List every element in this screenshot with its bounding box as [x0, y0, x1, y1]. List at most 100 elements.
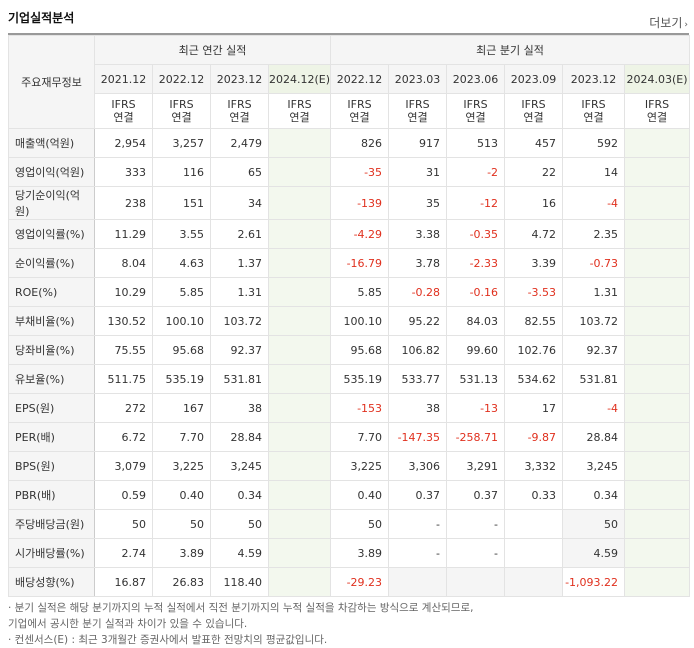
- table-cell: 95.68: [152, 335, 211, 365]
- table-cell: 6.72: [94, 422, 153, 452]
- table-cell: 0.59: [94, 480, 153, 510]
- table-cell: [624, 128, 691, 158]
- table-cell: 16: [504, 186, 564, 220]
- notes: · 분기 실적은 해당 분기까지의 누적 실적에서 직전 분기까지의 누적 실적…: [8, 600, 473, 648]
- table-cell: -4: [562, 186, 626, 220]
- table-cell: [267, 277, 332, 307]
- section-title: 기업실적분석: [8, 11, 75, 25]
- table-cell: -147.35: [388, 422, 448, 452]
- table-cell: 3,245: [562, 451, 626, 481]
- more-link[interactable]: 더보기 ›: [649, 14, 688, 31]
- table-row: EPS(원) 272 167 38 -153 38 -13 17 -4: [8, 393, 691, 423]
- table-cell: 1.37: [210, 248, 269, 278]
- period-header: 2024.12(E): [267, 64, 332, 94]
- table-cell: [267, 480, 332, 510]
- table-row: 영업이익률(%) 11.29 3.55 2.61 -4.29 3.38 -0.35 4.72 2…: [8, 219, 691, 249]
- table-row: 당좌비율(%) 75.55 95.68 92.37 95.68 106.82 99.60 10…: [8, 335, 691, 365]
- table-cell: 22: [504, 157, 564, 187]
- table-cell: [624, 538, 691, 568]
- period-header: 2021.12: [94, 64, 153, 94]
- table-cell: 4.59: [562, 538, 626, 568]
- table-cell: 1.31: [562, 277, 626, 307]
- note-line: 기업에서 공시한 분기 실적과 차이가 있을 수 있습니다.: [8, 618, 248, 630]
- table-cell: -9.87: [504, 422, 564, 452]
- table-cell: 511.75: [94, 364, 153, 394]
- table-cell: 917: [388, 128, 448, 158]
- table-cell: 34: [210, 186, 269, 220]
- table-cell: [267, 538, 332, 568]
- table-cell: 531.13: [446, 364, 506, 394]
- table-cell: 28.84: [562, 422, 626, 452]
- table-cell: -2: [446, 157, 506, 187]
- ifrs-label: IFRS 연결: [94, 93, 153, 129]
- financial-table: 주요재무정보 최근 연간 실적 최근 분기 실적 2021.12 2022.12 2…: [8, 35, 691, 597]
- table-cell: [624, 480, 691, 510]
- table-cell: 99.60: [446, 335, 506, 365]
- table-cell: [624, 157, 691, 187]
- table-cell: [446, 567, 506, 597]
- table-cell: 95.68: [330, 335, 390, 365]
- table-cell: 2.74: [94, 538, 153, 568]
- row-label: EPS(원): [8, 393, 95, 423]
- table-cell: 7.70: [152, 422, 211, 452]
- period-header: 2023.06: [446, 64, 506, 94]
- table-cell: 14: [562, 157, 626, 187]
- table-cell: -4.29: [330, 219, 390, 249]
- quarter-header: 최근 분기 실적: [330, 35, 691, 65]
- table-cell: -13: [446, 393, 506, 423]
- period-header: 2023.12: [210, 64, 269, 94]
- table-cell: 50: [94, 509, 153, 539]
- table-cell: 28.84: [210, 422, 269, 452]
- table-cell: 3.89: [330, 538, 390, 568]
- table-cell: 457: [504, 128, 564, 158]
- table-row: 매출액(억원) 2,954 3,257 2,479 826 917 513 457 592: [8, 128, 691, 158]
- more-label: 더보기: [649, 16, 683, 30]
- table-cell: [624, 219, 691, 249]
- table-cell: 7.70: [330, 422, 390, 452]
- table-cell: 10.29: [94, 277, 153, 307]
- table-cell: [267, 422, 332, 452]
- table-cell: 3,291: [446, 451, 506, 481]
- table-cell: 17: [504, 393, 564, 423]
- table-cell: [624, 393, 691, 423]
- table-cell: 103.72: [210, 306, 269, 336]
- table-cell: 50: [152, 509, 211, 539]
- table-cell: 0.34: [210, 480, 269, 510]
- table-cell: -4: [562, 393, 626, 423]
- table-cell: [624, 451, 691, 481]
- table-cell: 531.81: [210, 364, 269, 394]
- table-cell: -: [446, 538, 506, 568]
- table-cell: [267, 567, 332, 597]
- table-cell: -: [388, 538, 448, 568]
- table-cell: [267, 451, 332, 481]
- table-cell: 5.85: [330, 277, 390, 307]
- table-cell: 116: [152, 157, 211, 187]
- table-cell: 50: [330, 509, 390, 539]
- table-cell: [624, 186, 691, 220]
- table-cell: -139: [330, 186, 390, 220]
- table-cell: 26.83: [152, 567, 211, 597]
- table-cell: 826: [330, 128, 390, 158]
- table-cell: 3.89: [152, 538, 211, 568]
- table-cell: -35: [330, 157, 390, 187]
- table-cell: -1,093.22: [562, 567, 626, 597]
- ifrs-label: IFRS 연결: [624, 93, 691, 129]
- table-cell: 4.59: [210, 538, 269, 568]
- table-cell: -: [446, 509, 506, 539]
- table-cell: [388, 567, 448, 597]
- period-row: 2021.12 2022.12 2023.12 2024.12(E) 2022.12 20…: [9, 64, 691, 94]
- table-cell: 75.55: [94, 335, 153, 365]
- table-cell: 535.19: [330, 364, 390, 394]
- table-cell: 4.63: [152, 248, 211, 278]
- row-label: 순이익률(%): [8, 248, 95, 278]
- row-label: 시가배당률(%): [8, 538, 95, 568]
- ifrs-label: IFRS 연결: [446, 93, 506, 129]
- table-cell: [624, 306, 691, 336]
- row-label: 당기순이익(억원): [8, 186, 95, 220]
- period-header: 2022.12: [330, 64, 390, 94]
- period-header: 2023.09: [504, 64, 564, 94]
- table-cell: [267, 186, 332, 220]
- table-cell: [267, 335, 332, 365]
- table-cell: [504, 509, 564, 539]
- table-cell: 0.37: [388, 480, 448, 510]
